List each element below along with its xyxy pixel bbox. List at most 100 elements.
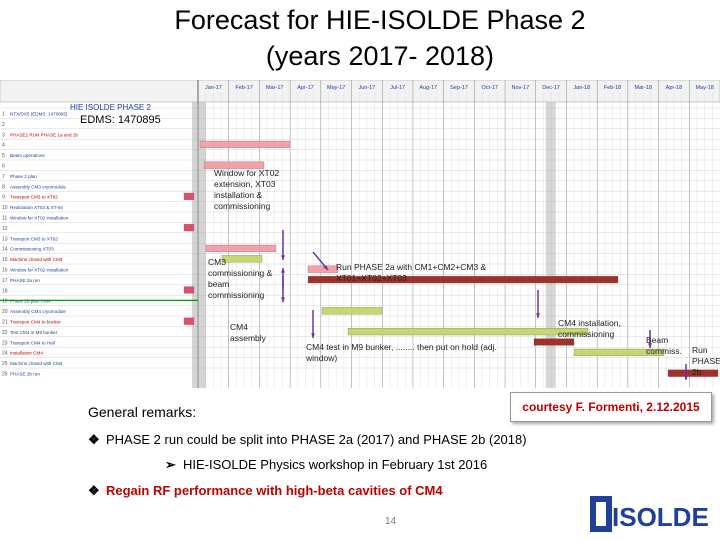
arrow-beam-head (648, 343, 652, 348)
row-number: 3 (2, 132, 5, 138)
month-label: Jul-17 (390, 85, 405, 91)
month-label: Jun-17 (358, 85, 375, 91)
month-label: Apr-18 (666, 85, 683, 91)
row-label: Transport CM4 to Hall (10, 340, 55, 345)
gantt-bar (307, 265, 339, 273)
row-label: NTX/DX5 (EDMS: 1470895) (10, 112, 68, 117)
row-number: 10 (2, 205, 8, 211)
row-label: Commissioning XT03 (10, 247, 54, 252)
row-label: PHASE 2a run (10, 278, 40, 283)
row-number: 4 (2, 143, 5, 149)
row-number: 12 (2, 226, 8, 232)
row-number: 16 (2, 268, 8, 274)
gantt-bar (183, 192, 195, 200)
row-label: Test CM4 in M9 bunker (10, 330, 58, 335)
row-number: 6 (2, 164, 5, 170)
row-label: Realization XT03 & XT-04 (10, 205, 63, 210)
slide-title-line2: (years 2017- 2018) (265, 41, 495, 71)
edms-number: EDMS: 1470895 (80, 114, 161, 126)
row-number: 15 (2, 257, 8, 263)
diamond-bullet-icon: ❖ (88, 483, 100, 498)
row-label: Machine closed with CM3 (10, 257, 63, 262)
annotation-cm4-test: CM4 test in M9 bunker, ........ then put… (306, 342, 497, 363)
row-label: Assembly CM4 cryomodule (10, 309, 66, 314)
row-label: Installation CM4 (10, 351, 43, 356)
row-number: 21 (2, 320, 8, 326)
row-label: Phase 2b plan CM4 (10, 299, 51, 304)
row-number: 18 (2, 288, 8, 294)
arrow-bullet-icon: ➢ (165, 457, 176, 472)
gantt-bar (307, 276, 619, 284)
row-number: 2 (2, 122, 5, 128)
gantt-bar (221, 255, 263, 263)
logo-text: ISOLDE (612, 502, 709, 532)
month-label: May-17 (327, 85, 345, 91)
slide-title-line1: Forecast for HIE-ISOLDE Phase 2 (174, 5, 586, 35)
row-label: Beam operations (10, 153, 45, 158)
annotation-beam-commissioning: Beam commiss. (646, 335, 682, 356)
month-label: Oct-17 (481, 85, 498, 91)
annotation-cm4-installation: CM4 installation, commissioning (558, 318, 621, 339)
row-number: 26 (2, 372, 8, 378)
gantt-bar (667, 369, 719, 377)
row-label: Machine closed with CM4 (10, 361, 63, 366)
annotation-cm3: CM3 commissioning & beam commissioning (208, 257, 273, 300)
diamond-bullet-icon: ❖ (88, 432, 100, 447)
row-label: Assembly CM3 cryomodule (10, 184, 66, 189)
row-number: 22 (2, 330, 8, 336)
row-number: 14 (2, 247, 8, 253)
gantt-bar (205, 244, 277, 252)
gantt-bar (321, 307, 383, 315)
row-number: 11 (2, 216, 7, 222)
arrow-cm4-head (311, 333, 315, 338)
gantt-bar (199, 140, 291, 148)
row-number: 1 (2, 112, 5, 118)
month-label: Mar-18 (635, 85, 652, 91)
annotation-window: Window for XT02 extension, XT03 installa… (214, 168, 280, 211)
row-label: Window for XT02 installation (10, 268, 69, 273)
month-label: May-18 (695, 85, 713, 91)
row-number: 9 (2, 195, 5, 201)
arrow-window-head (281, 255, 285, 260)
hie-isolde-logo: ISOLDE (590, 496, 709, 532)
holiday-shade (192, 102, 206, 388)
month-label: Apr-17 (297, 85, 314, 91)
gantt-header: HIE ISOLDE PHASE 2 (70, 103, 151, 112)
row-label: Window for XT02 installation (10, 216, 69, 221)
month-label: Sep-17 (450, 85, 468, 91)
row-label: PHASE1 RUN PHASE 1a and 1b (10, 132, 78, 137)
row-number: 13 (2, 236, 8, 242)
month-label: Jan-18 (573, 85, 590, 91)
arrow-run2b-head (684, 375, 688, 380)
holiday-shade (545, 102, 556, 388)
row-number: 23 (2, 340, 8, 346)
gantt-bar (183, 286, 195, 294)
remark-3-text: Regain RF performance with high-beta cav… (106, 483, 443, 498)
gantt-bar (573, 348, 665, 356)
remarks-title: General remarks: (88, 404, 197, 420)
arrow-window-up-head (281, 268, 285, 273)
gantt-bar (203, 161, 265, 169)
gantt-bar (347, 328, 589, 336)
row-number: 24 (2, 351, 8, 357)
month-label: Feb-18 (604, 85, 621, 91)
gantt-bar (183, 317, 195, 325)
remark-2-text: HIE-ISOLDE Physics workshop in February … (183, 457, 488, 472)
arrow-cm4-installation-head (536, 313, 540, 318)
row-number: 5 (2, 153, 5, 159)
page-number: 14 (385, 516, 397, 527)
row-label: PHASE 2b run (10, 372, 40, 377)
row-number: 25 (2, 361, 8, 367)
month-label: Aug-17 (419, 85, 437, 91)
row-number: 19 (2, 299, 8, 305)
gantt-chart-svg: Jan-17 Feb-17 Mar-17 Apr-17 May-17 Jun-17 Jul-… (0, 80, 720, 388)
gantt-bar (183, 224, 195, 232)
arrow-cm3-head (281, 297, 285, 302)
month-label: Nov-17 (512, 85, 530, 91)
month-label: Feb-17 (235, 85, 252, 91)
remark-3: ❖ Regain RF performance with high-beta ca… (88, 483, 443, 499)
annotation-cm4: CM4 assembly (230, 322, 266, 343)
courtesy-note: courtesy F. Formenti, 2.12.2015 (510, 392, 712, 422)
row-label: Transport CM3 to XT02 (10, 236, 58, 241)
row-label: Transport CM3 to XT02 (10, 195, 58, 200)
